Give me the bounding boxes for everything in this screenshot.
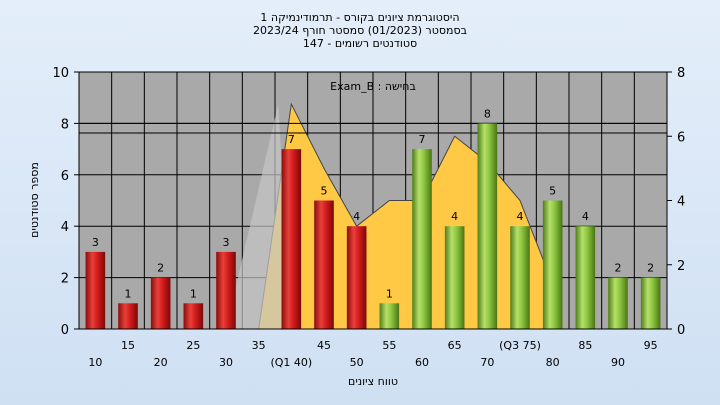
x-tick-label: 80: [546, 356, 560, 369]
x-tick-label: 20: [154, 356, 168, 369]
histogram-bar: [150, 277, 171, 329]
bar-value-label: 1: [386, 287, 393, 300]
y2-tick-label: 6: [677, 130, 685, 145]
bar-value-label: 5: [321, 185, 328, 198]
histogram-bar: [444, 226, 465, 329]
histogram-bar: [412, 149, 432, 329]
histogram-bar: [118, 303, 138, 329]
area-shadow: [226, 104, 292, 329]
bar-value-label: 4: [517, 210, 524, 223]
y2-tick-label: 8: [677, 66, 685, 81]
histogram-bar: [477, 123, 498, 330]
x-tick-label: 55: [382, 339, 396, 352]
y2-tick-label: 2: [677, 259, 685, 274]
bar-value-label: 5: [549, 185, 556, 198]
histogram-bar: [346, 226, 367, 329]
x-tick-label: 90: [611, 356, 625, 369]
bar-value-label: 2: [647, 262, 654, 275]
histogram-bar: [542, 200, 563, 329]
bar-value-label: 2: [157, 262, 164, 275]
chart-title-line-2: בסמסטר (01/2023) סמסטר חורף 2023/24: [253, 24, 467, 37]
histogram-bar: [85, 251, 106, 329]
x-tick-label: 70: [480, 356, 494, 369]
x-tick-label: (Q1 40): [270, 356, 312, 369]
reference-lines: [79, 122, 667, 134]
bar-value-label: 4: [582, 210, 589, 223]
chart-title-line-1: היסטוגרמת ציונים בקורס - תרמודינמיקה 1: [260, 11, 460, 24]
histogram-bar: [314, 200, 334, 329]
bar-value-label: 7: [288, 133, 295, 146]
bar-value-label: 1: [125, 287, 132, 300]
bar-value-label: 2: [615, 262, 622, 275]
x-axis-label: טווח ציונים: [348, 375, 398, 388]
y-axis-label: מספר סטודנטים: [28, 162, 41, 238]
x-tick-label: 35: [252, 339, 266, 352]
y-tick-label: 8: [61, 117, 69, 132]
y-tick-label: 0: [61, 323, 69, 338]
histogram-bar: [216, 251, 236, 329]
bar-value-label: 7: [419, 133, 426, 146]
histogram-bar: [379, 303, 400, 329]
histogram-bar: [575, 226, 596, 329]
y2-tick-label: 0: [677, 323, 685, 338]
bar-value-label: 4: [353, 210, 360, 223]
chart-title-line-3: 147 - סטודנטים רשומים: [302, 37, 418, 50]
x-tick-label: 30: [219, 356, 233, 369]
bars: 3 1 2 1 3 7 5 4 1 7 4 8 4 5 4 2 2: [85, 107, 661, 330]
bar-value-label: 1: [190, 287, 197, 300]
x-tick-label: 10: [88, 356, 102, 369]
bar-value-label: 3: [223, 236, 230, 249]
chart-annotation: Exam_B : בחישה: [330, 80, 416, 93]
x-tick-label: 15: [121, 339, 135, 352]
x-tick-label: (Q3 75): [499, 339, 541, 352]
y-tick-label: 2: [61, 272, 69, 287]
y-tick-label: 10: [52, 66, 69, 81]
x-tick-label: 60: [415, 356, 429, 369]
y-tick-label: 4: [61, 220, 69, 235]
x-tick-label: 45: [317, 339, 331, 352]
x-tick-label: 65: [448, 339, 462, 352]
y2-tick-label: 4: [677, 195, 685, 210]
x-tick-label: 50: [350, 356, 364, 369]
bar-value-label: 4: [451, 210, 458, 223]
x-tick-label: 25: [186, 339, 200, 352]
bar-value-label: 8: [484, 107, 491, 120]
y-tick-label: 6: [61, 169, 69, 184]
histogram-bar: [510, 226, 530, 329]
x-tick-label: 95: [644, 339, 658, 352]
histogram-bar: [640, 277, 661, 329]
histogram-bar: [281, 149, 302, 329]
histogram-bar: [183, 303, 204, 329]
x-tick-label: 85: [578, 339, 592, 352]
histogram-bar: [608, 277, 628, 329]
bar-value-label: 3: [92, 236, 99, 249]
